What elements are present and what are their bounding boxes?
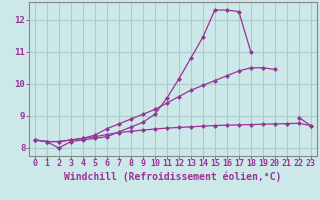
X-axis label: Windchill (Refroidissement éolien,°C): Windchill (Refroidissement éolien,°C) [64,171,282,182]
